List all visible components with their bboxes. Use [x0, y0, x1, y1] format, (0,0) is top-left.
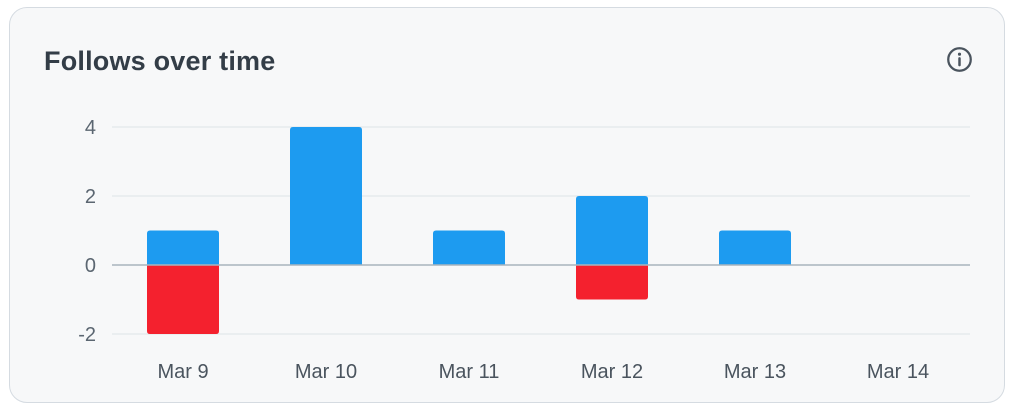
unfollows-bar[interactable]: [147, 265, 219, 334]
x-tick-label: Mar 9: [157, 361, 208, 383]
bars: [147, 127, 791, 334]
follows-bar[interactable]: [290, 127, 362, 265]
grid-lines: [112, 126, 970, 335]
y-tick-label: 2: [85, 186, 96, 208]
y-tick-label: -2: [78, 324, 96, 346]
x-tick-label: Mar 14: [867, 361, 929, 383]
info-circle-icon[interactable]: [946, 46, 973, 73]
x-tick-label: Mar 13: [724, 361, 786, 383]
card-title: Follows over time: [44, 46, 276, 76]
y-tick-labels: -2 0 2 4: [78, 117, 96, 346]
follows-bar[interactable]: [576, 196, 648, 265]
follows-bar[interactable]: [719, 230, 791, 266]
x-tick-labels: Mar 9 Mar 10 Mar 11 Mar 12 Mar 13 Mar 14: [157, 361, 929, 383]
x-tick-label: Mar 10: [295, 361, 357, 383]
follows-bar[interactable]: [147, 230, 219, 266]
unfollows-bar[interactable]: [576, 265, 648, 300]
x-tick-label: Mar 11: [439, 361, 500, 383]
x-tick-label: Mar 12: [581, 361, 643, 383]
y-tick-label: 4: [85, 117, 96, 139]
follows-card: Follows over time: [9, 7, 1005, 403]
follows-bar[interactable]: [433, 230, 505, 266]
y-tick-label: 0: [85, 255, 96, 277]
